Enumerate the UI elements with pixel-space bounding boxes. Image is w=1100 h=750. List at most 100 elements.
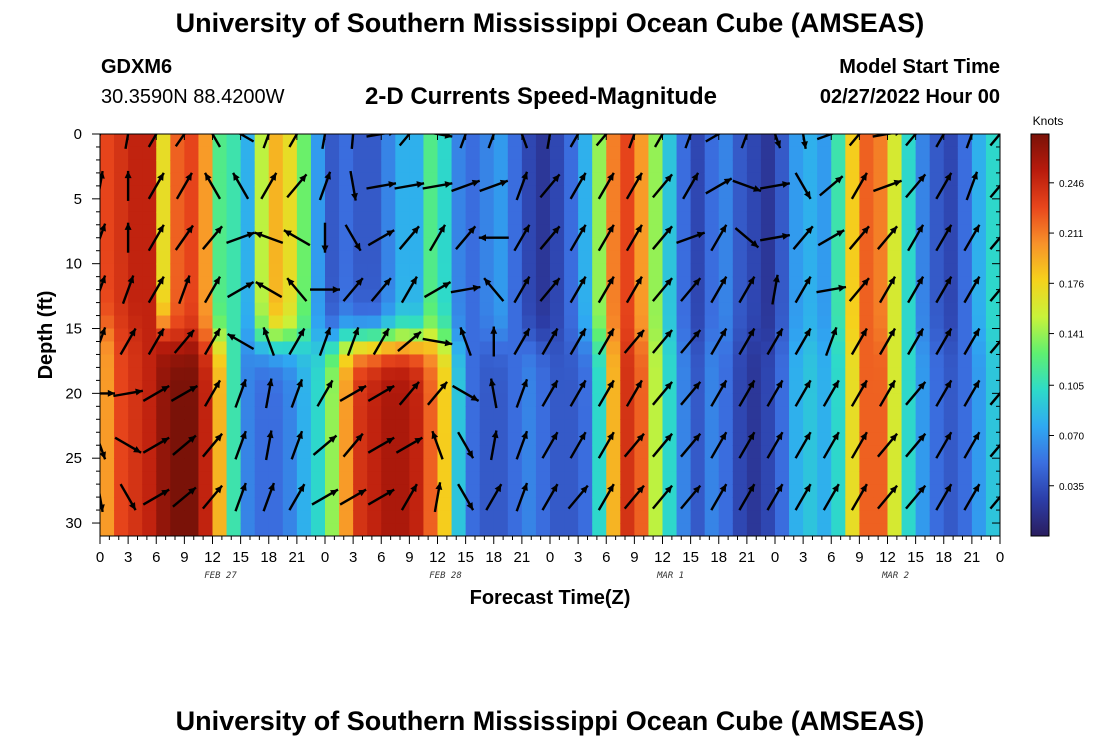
current-vector-shaft xyxy=(989,287,1000,302)
heatmap-cell xyxy=(760,315,776,330)
heatmap-cell xyxy=(760,224,776,239)
heatmap-cell xyxy=(226,263,242,278)
heatmap-cell xyxy=(142,172,157,187)
heatmap-cell xyxy=(831,198,846,213)
heatmap-cell xyxy=(592,380,607,394)
heatmap-cell xyxy=(339,419,354,433)
current-vector-head xyxy=(888,276,895,285)
heatmap-cell xyxy=(507,211,523,226)
heatmap-cell xyxy=(606,419,621,433)
heatmap-cell xyxy=(437,237,453,252)
heatmap-cell xyxy=(550,198,565,213)
heatmap-cell xyxy=(170,523,185,536)
heatmap-cell xyxy=(423,497,439,511)
heatmap-cell xyxy=(423,172,439,187)
current-vector-head xyxy=(382,328,389,337)
heatmap-cell xyxy=(353,315,368,330)
heatmap-cell xyxy=(114,484,129,498)
heatmap-cell xyxy=(971,198,987,213)
heatmap-cell xyxy=(479,328,495,343)
heatmap-cell xyxy=(535,224,551,239)
heatmap-cell xyxy=(479,172,495,187)
heatmap-cell xyxy=(957,458,973,472)
heatmap-cell xyxy=(634,198,650,213)
heatmap-cell xyxy=(704,211,720,226)
heatmap-cell xyxy=(775,510,790,524)
heatmap-cell xyxy=(760,172,776,187)
heatmap-cell xyxy=(493,419,509,433)
heatmap-cell xyxy=(943,302,959,317)
heatmap-cell xyxy=(873,432,889,446)
heatmap-cell xyxy=(845,146,860,161)
heatmap-cell xyxy=(409,393,425,407)
heatmap-cell xyxy=(465,198,481,213)
heatmap-cell xyxy=(648,484,664,498)
heatmap-cell xyxy=(831,406,846,420)
current-vector-head xyxy=(100,275,106,284)
heatmap-cell xyxy=(353,134,368,148)
current-vector-head xyxy=(804,328,811,337)
heatmap-cell xyxy=(789,172,804,187)
current-vector-head xyxy=(499,179,508,187)
heatmap-cell xyxy=(437,263,453,278)
heatmap-cell xyxy=(212,185,228,200)
heatmap-cell xyxy=(367,471,382,485)
current-vector-head xyxy=(607,328,614,337)
heatmap-cell xyxy=(521,445,537,459)
current-vector-head xyxy=(832,380,839,389)
current-vector-head xyxy=(835,176,843,184)
heatmap-cell xyxy=(929,198,945,213)
heatmap-cell xyxy=(887,302,903,317)
heatmap-cell xyxy=(423,276,439,291)
x-tick-label: 9 xyxy=(405,549,413,566)
heatmap-cell xyxy=(1000,212,1015,226)
current-vector-head xyxy=(861,226,869,234)
heatmap-cell xyxy=(535,328,551,343)
heatmap-cell xyxy=(339,380,354,394)
heatmap-cell xyxy=(775,211,790,226)
heatmap-cell xyxy=(325,354,340,369)
current-vector-head xyxy=(157,224,164,233)
heatmap-cell xyxy=(775,458,790,472)
current-vector-head xyxy=(246,231,255,239)
heatmap-cell xyxy=(676,250,692,265)
current-vector-head xyxy=(189,385,198,393)
heatmap-cell xyxy=(718,263,734,278)
current-vector-head xyxy=(262,327,270,336)
heatmap-cell xyxy=(381,497,396,511)
current-vector-head xyxy=(1002,278,1009,286)
current-vector-head xyxy=(245,282,254,289)
heatmap-cell xyxy=(648,471,664,485)
heatmap-cell xyxy=(578,146,593,161)
heatmap-cell xyxy=(296,198,312,213)
heatmap-cell xyxy=(634,354,650,369)
heatmap-cell xyxy=(662,471,678,485)
heatmap-cell xyxy=(901,172,917,187)
heatmap-cell xyxy=(634,367,650,381)
current-vector-head xyxy=(330,489,338,497)
heatmap-cell xyxy=(521,302,537,317)
x-tick-label: 0 xyxy=(546,549,554,566)
heatmap-cell xyxy=(634,237,650,252)
heatmap-cell xyxy=(254,211,270,226)
heatmap-cell xyxy=(718,198,734,213)
heatmap-cell xyxy=(564,172,579,187)
heatmap-cell xyxy=(662,185,678,200)
heatmap-cell xyxy=(493,341,509,356)
heatmap-cell xyxy=(310,289,326,304)
heatmap-cell xyxy=(128,185,143,200)
heatmap-cell xyxy=(704,419,720,433)
heatmap-cell xyxy=(100,198,115,213)
heatmap-cell xyxy=(128,484,143,498)
heatmap-cell xyxy=(184,497,200,511)
current-vector-head xyxy=(635,380,642,389)
heatmap-cell xyxy=(887,341,903,356)
heatmap-cell xyxy=(957,276,973,291)
heatmap-cell xyxy=(170,458,185,472)
heatmap-cell xyxy=(325,276,340,291)
heatmap-cell xyxy=(325,146,340,161)
heatmap-cell xyxy=(662,198,678,213)
heatmap-cell xyxy=(367,224,382,239)
heatmap-cell xyxy=(226,198,242,213)
heatmap-cell xyxy=(760,354,776,369)
